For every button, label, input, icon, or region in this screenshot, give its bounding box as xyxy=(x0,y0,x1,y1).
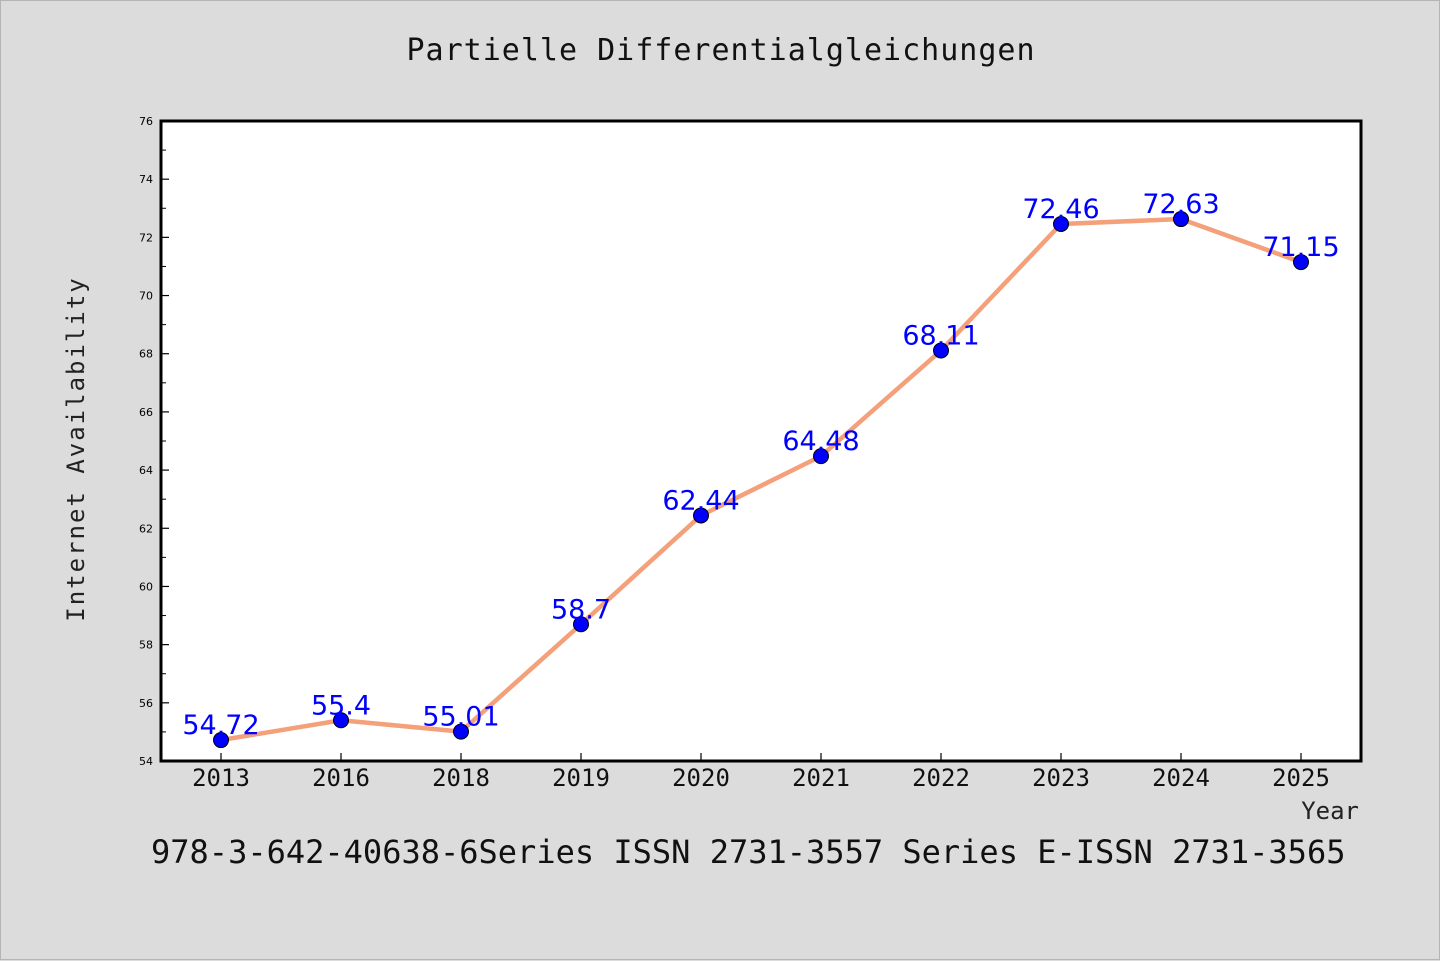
x-tick-label: 2018 xyxy=(432,764,490,792)
y-tick-label: 58 xyxy=(139,639,153,652)
y-tick-label: 62 xyxy=(139,522,153,535)
chart-title: Partielle Differentialgleichungen xyxy=(406,33,1036,68)
y-tick-label: 68 xyxy=(139,348,153,361)
x-tick-label: 2025 xyxy=(1272,764,1330,792)
data-label: 54.72 xyxy=(182,710,259,741)
y-tick-label: 74 xyxy=(139,173,153,186)
x-tick-label: 2020 xyxy=(672,764,730,792)
x-tick-label: 2019 xyxy=(552,764,610,792)
data-label: 72.63 xyxy=(1142,189,1219,220)
y-tick-label: 56 xyxy=(139,697,153,710)
isbn-issn-text: 978-3-642-40638-6Series ISSN 2731-3557 S… xyxy=(151,833,1346,871)
y-tick-label: 66 xyxy=(139,406,153,419)
data-point xyxy=(213,732,229,749)
data-label: 55.4 xyxy=(311,690,371,721)
data-point xyxy=(1053,215,1069,232)
data-point xyxy=(1173,211,1189,228)
x-tick-label: 2023 xyxy=(1032,764,1090,792)
data-point xyxy=(693,507,709,524)
y-tick-label: 76 xyxy=(139,115,153,128)
data-point xyxy=(1293,254,1309,271)
y-tick-label: 64 xyxy=(139,464,153,477)
series-group: 54.72 55.4 55.01 58.7 62.44 64.48 68.11 72.46 72… xyxy=(182,189,1340,749)
x-axis-label: Year xyxy=(1301,797,1359,825)
x-tick-label: 2016 xyxy=(312,764,370,792)
x-tick-label: 2021 xyxy=(792,764,850,792)
y-tick-label: 54 xyxy=(139,755,153,768)
x-axis: 2013 2016 2018 2019 2020 2021 2022 2023 2024 2025 xyxy=(192,753,1330,792)
data-point xyxy=(333,712,349,729)
series-line xyxy=(218,216,1304,743)
y-tick-label: 72 xyxy=(139,231,153,244)
data-point xyxy=(573,616,589,633)
plot-area xyxy=(161,121,1361,761)
data-point xyxy=(453,723,469,740)
plot-frame xyxy=(159,119,1363,763)
data-label: 72.46 xyxy=(1022,194,1099,225)
y-tick-label: 60 xyxy=(139,580,153,593)
data-label: 62.44 xyxy=(662,485,739,516)
data-label: 58.7 xyxy=(551,594,611,625)
data-label: 68.11 xyxy=(902,321,979,352)
x-tick-label: 2024 xyxy=(1152,764,1210,792)
y-tick-label: 70 xyxy=(139,290,153,303)
data-point xyxy=(933,342,949,359)
data-label: 64.48 xyxy=(782,426,859,457)
data-point xyxy=(813,448,829,465)
x-tick-label: 2022 xyxy=(912,764,970,792)
data-label: 55.01 xyxy=(422,702,499,733)
data-label: 71.15 xyxy=(1262,232,1339,263)
x-tick-label: 2013 xyxy=(192,764,250,792)
